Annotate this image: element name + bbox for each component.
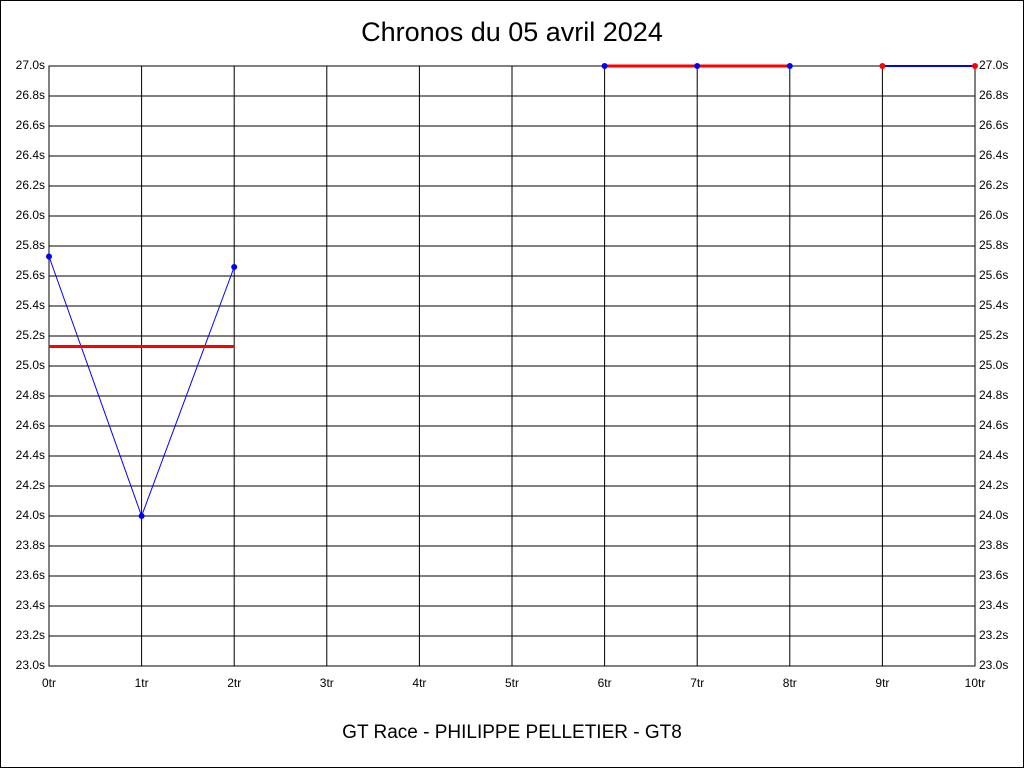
x-tick-label: 9tr [875,676,889,690]
y2-tick-label: 23.8s [979,538,1008,552]
y-tick-label: 24.2s [16,478,45,492]
data-point [138,513,145,519]
x-tick-label: 10tr [965,676,986,690]
data-point [601,63,608,69]
y-tick-label: 25.8s [16,238,45,252]
data-point [972,63,978,69]
y-tick-label: 23.6s [16,568,45,582]
x-tick-label: 6tr [598,676,612,690]
x-tick-label: 7tr [690,676,704,690]
y-tick-label: 25.0s [16,358,45,372]
x-tick-label: 3tr [320,676,334,690]
y-tick-label: 23.4s [16,598,45,612]
y-tick-label: 27.0s [16,58,45,72]
y2-tick-label: 24.4s [979,448,1008,462]
x-tick-label: 5tr [505,676,519,690]
y2-tick-label: 26.6s [979,118,1008,132]
y-tick-label: 26.2s [16,178,45,192]
y-tick-label: 24.0s [16,508,45,522]
y-tick-label: 24.8s [16,388,45,402]
y2-tick-label: 24.6s [979,418,1008,432]
data-point [694,63,701,69]
x-tick-label: 2tr [227,676,241,690]
y2-tick-label: 26.0s [979,208,1008,222]
y-tick-label: 23.0s [16,658,45,672]
y-tick-label: 26.4s [16,148,45,162]
y2-tick-label: 26.2s [979,178,1008,192]
y-tick-label: 26.8s [16,88,45,102]
y2-tick-label: 24.0s [979,508,1008,522]
y-tick-label: 26.0s [16,208,45,222]
chart-footer: GT Race - PHILIPPE PELLETIER - GT8 [342,722,682,743]
data-point [786,63,793,69]
y2-tick-label: 25.8s [979,238,1008,252]
y-tick-label: 24.4s [16,448,45,462]
x-tick-label: 1tr [135,676,149,690]
y-tick-label: 26.6s [16,118,45,132]
y-tick-label: 23.2s [16,628,45,642]
x-tick-label: 4tr [412,676,426,690]
y2-tick-label: 23.6s [979,568,1008,582]
y2-tick-label: 26.4s [979,148,1008,162]
y-tick-label: 25.4s [16,298,45,312]
y2-tick-label: 25.2s [979,328,1008,342]
y2-tick-label: 25.0s [979,358,1008,372]
x-tick-label: 8tr [783,676,797,690]
y-tick-label: 24.6s [16,418,45,432]
y2-tick-label: 23.0s [979,658,1008,672]
x-tick-label: 0tr [42,676,56,690]
y2-tick-label: 26.8s [979,88,1008,102]
data-point [879,63,886,69]
y2-tick-label: 25.6s [979,268,1008,282]
plot-area [48,65,976,667]
chart-title: Chronos du 05 avril 2024 [361,17,663,47]
data-point [46,253,52,260]
y2-tick-label: 25.4s [979,298,1008,312]
y2-tick-label: 24.8s [979,388,1008,402]
y2-tick-label: 23.2s [979,628,1008,642]
y2-tick-label: 23.4s [979,598,1008,612]
y2-tick-label: 24.2s [979,478,1008,492]
y-tick-label: 23.8s [16,538,45,552]
y-tick-label: 25.6s [16,268,45,282]
data-point [231,264,238,270]
y2-tick-label: 27.0s [979,58,1008,72]
y-tick-label: 25.2s [16,328,45,342]
